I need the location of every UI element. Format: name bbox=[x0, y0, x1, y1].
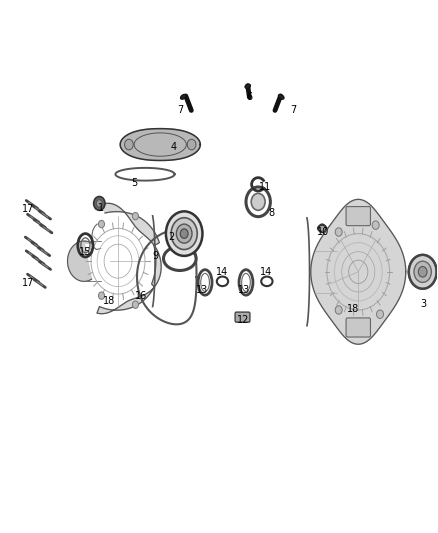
Text: 12: 12 bbox=[237, 314, 249, 325]
Circle shape bbox=[180, 229, 188, 238]
Text: 2: 2 bbox=[168, 232, 174, 243]
Text: 16: 16 bbox=[134, 290, 147, 301]
Text: 13: 13 bbox=[195, 285, 208, 295]
Text: 17: 17 bbox=[22, 204, 35, 214]
Polygon shape bbox=[67, 241, 92, 281]
Text: 7: 7 bbox=[290, 105, 296, 115]
Circle shape bbox=[177, 224, 192, 243]
Text: 11: 11 bbox=[258, 182, 271, 192]
Text: 1: 1 bbox=[99, 203, 105, 213]
Ellipse shape bbox=[180, 94, 186, 99]
Text: 18: 18 bbox=[347, 304, 359, 314]
Ellipse shape bbox=[279, 94, 284, 99]
Circle shape bbox=[418, 266, 427, 277]
Text: 14: 14 bbox=[216, 267, 229, 277]
Text: 7: 7 bbox=[177, 105, 183, 115]
Circle shape bbox=[96, 200, 102, 207]
Circle shape bbox=[251, 193, 265, 211]
Circle shape bbox=[414, 261, 431, 282]
Polygon shape bbox=[311, 199, 406, 344]
Circle shape bbox=[94, 197, 105, 211]
Circle shape bbox=[377, 310, 384, 318]
Text: 17: 17 bbox=[22, 278, 35, 288]
FancyBboxPatch shape bbox=[346, 318, 371, 337]
Circle shape bbox=[319, 224, 325, 232]
Text: 6: 6 bbox=[247, 92, 253, 102]
Text: 18: 18 bbox=[103, 296, 116, 306]
FancyBboxPatch shape bbox=[346, 207, 371, 225]
Circle shape bbox=[409, 255, 437, 289]
FancyBboxPatch shape bbox=[235, 312, 250, 322]
Text: 10: 10 bbox=[317, 227, 329, 237]
Text: 13: 13 bbox=[238, 285, 250, 295]
Text: 9: 9 bbox=[153, 251, 159, 261]
Text: 5: 5 bbox=[131, 177, 137, 188]
Circle shape bbox=[171, 217, 197, 249]
Text: 15: 15 bbox=[79, 247, 92, 257]
Circle shape bbox=[335, 228, 342, 236]
Polygon shape bbox=[120, 128, 200, 160]
Text: 3: 3 bbox=[420, 298, 427, 309]
Circle shape bbox=[99, 292, 105, 300]
Circle shape bbox=[166, 212, 202, 256]
Circle shape bbox=[124, 139, 133, 150]
Circle shape bbox=[132, 213, 138, 220]
Ellipse shape bbox=[245, 84, 251, 88]
Text: 4: 4 bbox=[170, 142, 177, 152]
Circle shape bbox=[187, 139, 196, 150]
Circle shape bbox=[372, 221, 379, 229]
Circle shape bbox=[335, 306, 342, 314]
Circle shape bbox=[99, 220, 105, 228]
Text: 8: 8 bbox=[268, 208, 274, 219]
Polygon shape bbox=[97, 203, 161, 314]
Circle shape bbox=[132, 301, 138, 309]
Text: 14: 14 bbox=[260, 267, 272, 277]
